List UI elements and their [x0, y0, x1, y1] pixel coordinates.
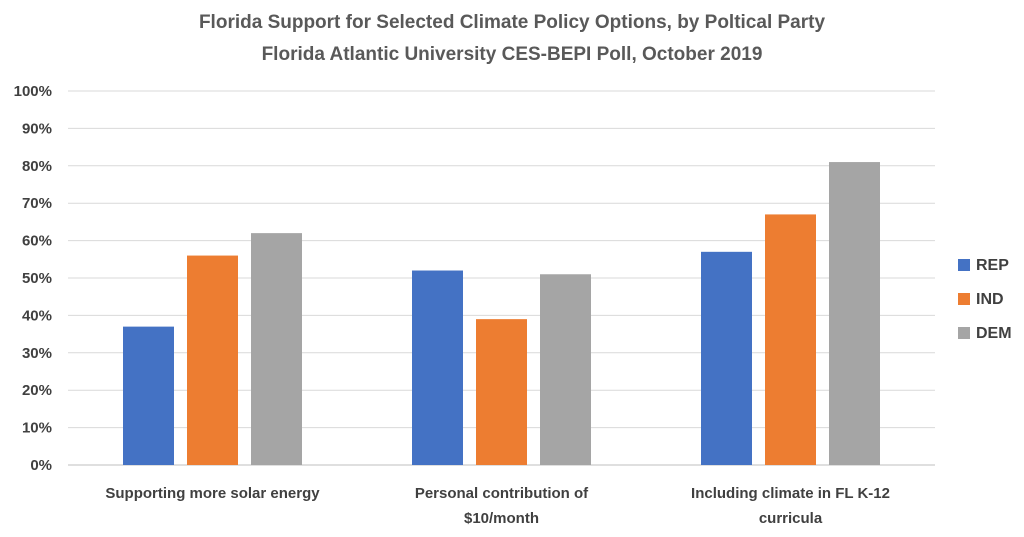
y-tick-label: 80%	[22, 158, 52, 175]
y-tick-label: 30%	[22, 345, 52, 362]
legend-label: DEM	[976, 325, 1012, 342]
bar-dem	[829, 162, 880, 465]
legend: REP IND DEM	[958, 257, 1012, 342]
bar-ind	[476, 319, 527, 465]
legend-label: IND	[976, 291, 1004, 308]
y-tick-label: 50%	[22, 270, 52, 287]
bar-ind	[187, 255, 238, 465]
y-tick-label: 0%	[30, 457, 52, 474]
legend-swatch	[958, 259, 970, 271]
y-tick-label: 40%	[22, 307, 52, 324]
bar-dem	[540, 274, 591, 465]
y-tick-label: 20%	[22, 382, 52, 399]
chart-subtitle: Florida Atlantic University CES-BEPI Pol…	[261, 44, 763, 65]
y-tick-label: 10%	[22, 420, 52, 437]
legend-label: REP	[976, 257, 1009, 274]
x-category-label: Supporting more solar energy	[105, 485, 320, 502]
x-axis-categories: Supporting more solar energy Personal con…	[105, 485, 890, 527]
bar-rep	[123, 326, 174, 465]
bars	[123, 162, 880, 465]
bar-ind	[765, 214, 816, 465]
x-category-label: Personal contribution of	[415, 485, 589, 502]
legend-swatch	[958, 293, 970, 305]
y-axis-ticks: 0% 10% 20% 30% 40% 50% 60% 70% 80% 90% 100%	[14, 83, 52, 474]
y-tick-label: 100%	[14, 83, 52, 100]
y-tick-label: 60%	[22, 233, 52, 250]
legend-swatch	[958, 327, 970, 339]
x-category-label: Including climate in FL K-12	[691, 485, 890, 502]
y-tick-label: 70%	[22, 195, 52, 212]
x-category-label: $10/month	[464, 510, 539, 527]
bar-dem	[251, 233, 302, 465]
bar-rep	[412, 270, 463, 465]
bar-rep	[701, 251, 752, 465]
y-tick-label: 90%	[22, 120, 52, 137]
chart-title: Florida Support for Selected Climate Pol…	[198, 12, 826, 33]
x-category-label: curricula	[759, 510, 823, 527]
